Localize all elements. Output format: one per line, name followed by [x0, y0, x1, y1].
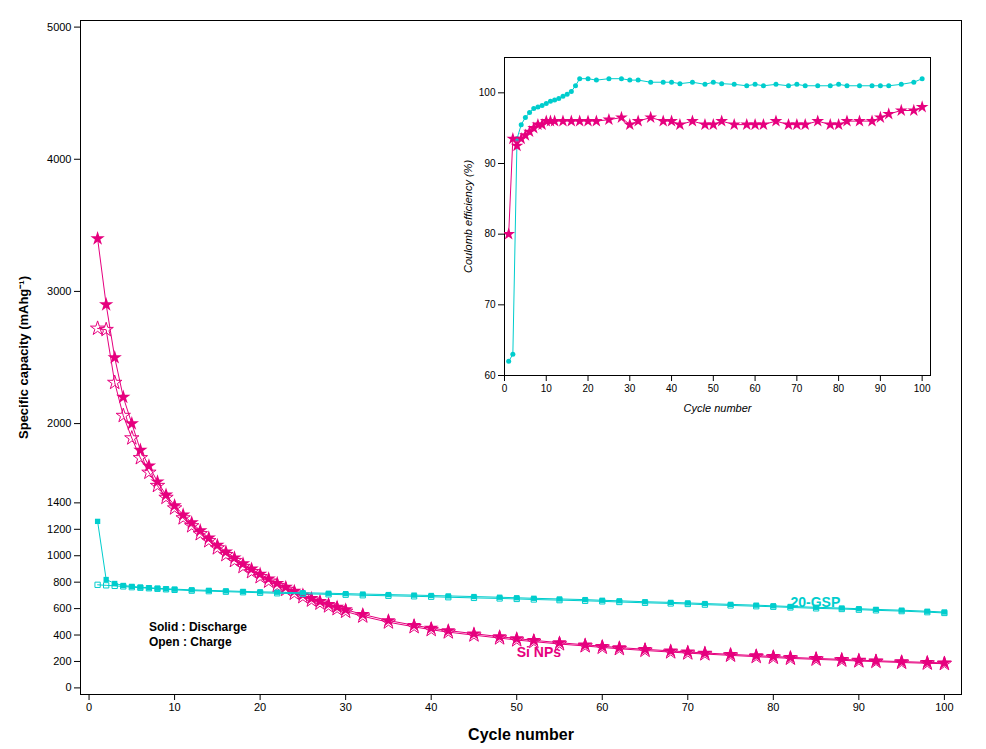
svg-text:80: 80 — [833, 383, 845, 394]
svg-text:80: 80 — [484, 228, 496, 239]
svg-text:40: 40 — [425, 701, 437, 713]
svg-text:1400: 1400 — [47, 496, 71, 508]
svg-text:100: 100 — [479, 87, 496, 98]
svg-text:60: 60 — [596, 701, 608, 713]
svg-text:200: 200 — [53, 655, 71, 667]
svg-text:90: 90 — [853, 701, 865, 713]
svg-text:90: 90 — [875, 383, 887, 394]
svg-text:3000: 3000 — [47, 285, 71, 297]
svg-text:80: 80 — [767, 701, 779, 713]
svg-text:70: 70 — [484, 299, 496, 310]
svg-text:5000: 5000 — [47, 21, 71, 33]
svg-text:Coulomb efficiency (%): Coulomb efficiency (%) — [462, 160, 474, 273]
svg-text:Si NPs: Si NPs — [517, 644, 562, 660]
svg-text:60: 60 — [484, 370, 496, 381]
svg-text:100: 100 — [935, 701, 953, 713]
svg-text:1200: 1200 — [47, 523, 71, 535]
svg-text:2000: 2000 — [47, 417, 71, 429]
svg-text:0: 0 — [502, 383, 508, 394]
svg-text:70: 70 — [791, 383, 803, 394]
svg-text:40: 40 — [666, 383, 678, 394]
svg-text:100: 100 — [914, 383, 931, 394]
svg-text:0: 0 — [65, 681, 71, 693]
svg-text:70: 70 — [682, 701, 694, 713]
svg-text:4000: 4000 — [47, 153, 71, 165]
svg-text:20: 20 — [582, 383, 594, 394]
svg-text:30: 30 — [340, 701, 352, 713]
svg-text:Cycle number: Cycle number — [468, 726, 574, 743]
svg-text:Specific capacity (mAhg⁻¹): Specific capacity (mAhg⁻¹) — [16, 276, 31, 439]
svg-text:Open : Charge: Open : Charge — [149, 635, 232, 649]
svg-text:400: 400 — [53, 629, 71, 641]
svg-text:1000: 1000 — [47, 549, 71, 561]
svg-text:30: 30 — [624, 383, 636, 394]
svg-text:10: 10 — [168, 701, 180, 713]
svg-text:20: 20 — [254, 701, 266, 713]
svg-text:800: 800 — [53, 576, 71, 588]
svg-text:50: 50 — [511, 701, 523, 713]
svg-text:0: 0 — [86, 701, 92, 713]
svg-text:10: 10 — [541, 383, 553, 394]
svg-text:Solid : Discharge: Solid : Discharge — [149, 620, 247, 634]
svg-text:20-GSP: 20-GSP — [790, 594, 840, 610]
svg-text:Cycle number: Cycle number — [684, 402, 753, 414]
svg-text:50: 50 — [708, 383, 720, 394]
svg-text:600: 600 — [53, 602, 71, 614]
svg-text:60: 60 — [750, 383, 762, 394]
svg-text:90: 90 — [484, 158, 496, 169]
